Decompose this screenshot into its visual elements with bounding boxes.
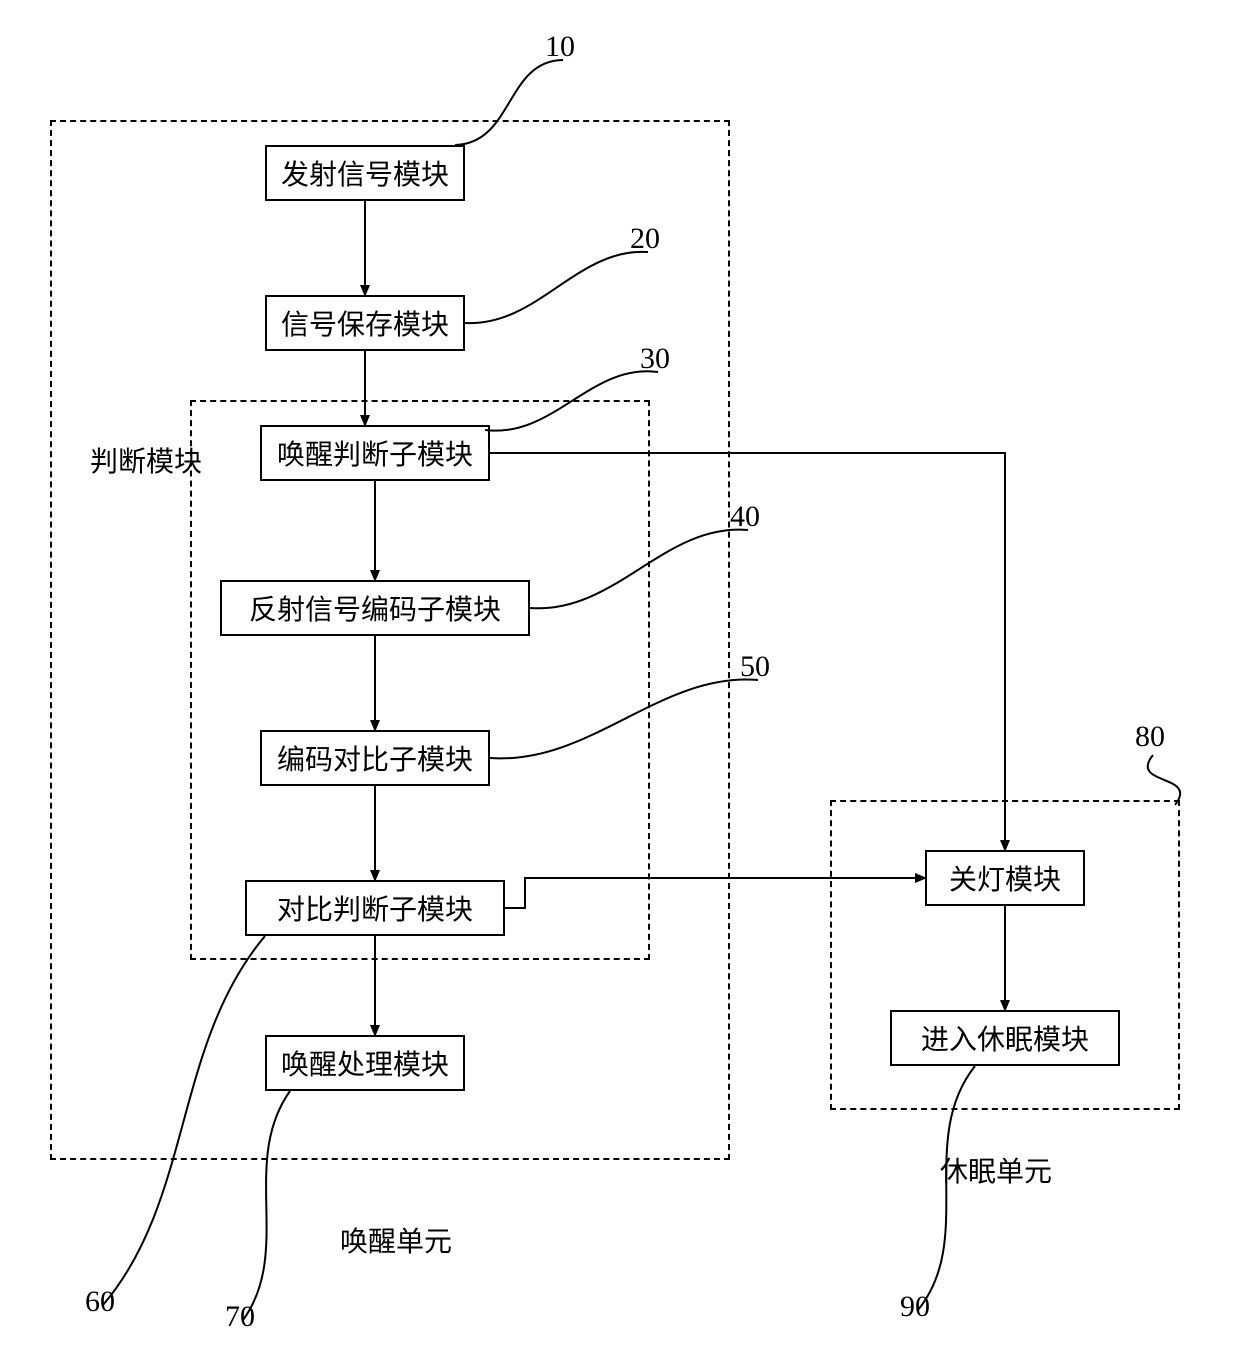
- ref-10: 10: [545, 30, 575, 64]
- judge-module-container: [190, 400, 650, 960]
- light-off-module: 关灯模块: [925, 850, 1085, 906]
- wake-process-module: 唤醒处理模块: [265, 1035, 465, 1091]
- sleep-unit-label: 休眠单元: [940, 1150, 1052, 1190]
- ref-70: 70: [225, 1300, 255, 1334]
- save-signal-label: 信号保存模块: [281, 303, 449, 343]
- tx-signal-label: 发射信号模块: [281, 153, 449, 193]
- judge-module-label: 判断模块: [90, 440, 202, 480]
- ref-60: 60: [85, 1285, 115, 1319]
- reflect-encode-label: 反射信号编码子模块: [249, 588, 501, 628]
- wake-judge-label: 唤醒判断子模块: [277, 433, 473, 473]
- compare-judge-label: 对比判断子模块: [277, 888, 473, 928]
- wake-process-label: 唤醒处理模块: [281, 1043, 449, 1083]
- ref-90: 90: [900, 1290, 930, 1324]
- diagram-canvas: 发射信号模块 信号保存模块 唤醒判断子模块 反射信号编码子模块 编码对比子模块 …: [0, 0, 1240, 1360]
- encode-compare-submodule: 编码对比子模块: [260, 730, 490, 786]
- ref-80: 80: [1135, 720, 1165, 754]
- enter-sleep-module: 进入休眠模块: [890, 1010, 1120, 1066]
- ref-20: 20: [630, 222, 660, 256]
- tx-signal-module: 发射信号模块: [265, 145, 465, 201]
- ref-40: 40: [730, 500, 760, 534]
- ref-30: 30: [640, 342, 670, 376]
- ref-50: 50: [740, 650, 770, 684]
- encode-compare-label: 编码对比子模块: [277, 738, 473, 778]
- compare-judge-submodule: 对比判断子模块: [245, 880, 505, 936]
- save-signal-module: 信号保存模块: [265, 295, 465, 351]
- wakeup-unit-label: 唤醒单元: [340, 1220, 452, 1260]
- enter-sleep-label: 进入休眠模块: [921, 1018, 1089, 1058]
- reflect-encode-submodule: 反射信号编码子模块: [220, 580, 530, 636]
- light-off-label: 关灯模块: [949, 858, 1061, 898]
- wake-judge-submodule: 唤醒判断子模块: [260, 425, 490, 481]
